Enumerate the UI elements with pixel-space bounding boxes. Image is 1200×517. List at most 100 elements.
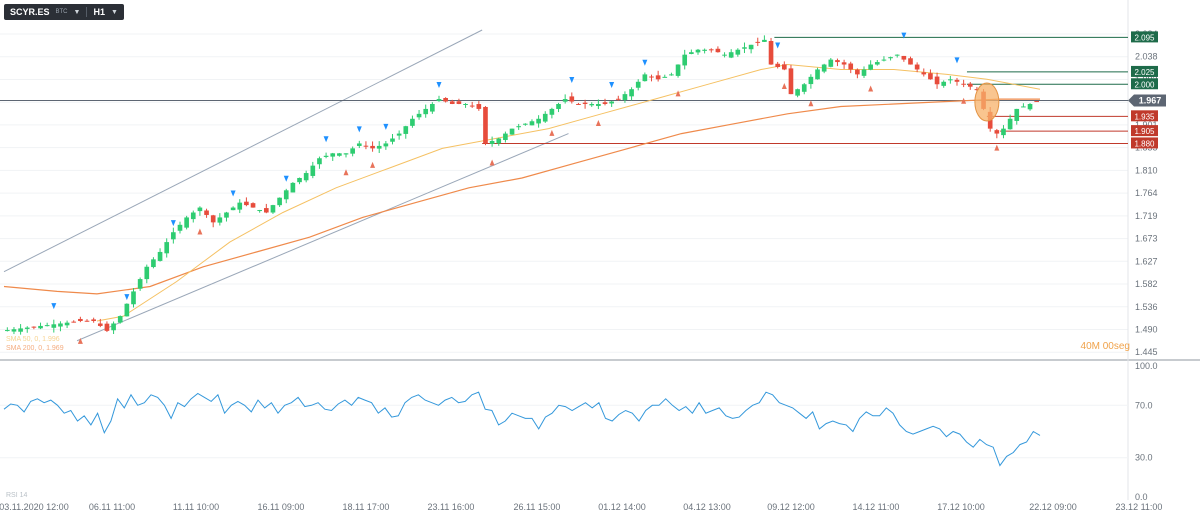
candle-body xyxy=(97,323,103,326)
sell-signal-icon xyxy=(781,82,787,89)
candle-body xyxy=(190,212,196,220)
countdown-minutes: 40M xyxy=(1080,341,1100,352)
buy-signal-icon xyxy=(609,81,615,88)
candle-body xyxy=(602,102,608,104)
support-tag xyxy=(1131,110,1158,122)
horizontal-levels xyxy=(0,36,1128,144)
candle-body xyxy=(104,323,110,331)
candle-body xyxy=(489,140,495,144)
candle-body xyxy=(874,62,880,65)
sell-signal-icon xyxy=(370,161,376,168)
symbol-toolbar[interactable]: SCYR.ES BTC ▼ H1 ▼ xyxy=(4,4,124,20)
candle-body xyxy=(217,217,223,223)
candle-body xyxy=(303,173,309,181)
time-tick-label: 16.11 09:00 xyxy=(258,502,305,512)
candle-body xyxy=(323,155,329,157)
time-tick-label: 17.12 10:00 xyxy=(937,502,985,512)
candle-body xyxy=(695,49,701,53)
candle-body xyxy=(370,145,375,149)
time-tick-label: 26.11 15:00 xyxy=(514,502,561,512)
candle-body xyxy=(642,74,648,82)
support-label: 1.905 xyxy=(1134,127,1155,136)
candle-body xyxy=(894,54,900,56)
candle-body xyxy=(91,319,96,322)
trend-channel-upper xyxy=(3,29,483,273)
candle-body xyxy=(722,54,727,56)
candle-body xyxy=(416,113,422,118)
candle-body xyxy=(44,325,50,327)
candle-body xyxy=(629,89,634,97)
level-labels: 2.095 2.025 2.000 1.935 1.905 1.880 1.967 xyxy=(1128,31,1166,149)
candle-body xyxy=(396,133,402,136)
sell-signal-icon xyxy=(675,90,681,97)
candle-body xyxy=(476,104,482,109)
candle-body xyxy=(430,103,435,112)
rsi-legend: RSI 14 xyxy=(6,492,28,499)
candle-body xyxy=(841,62,847,65)
candle-body xyxy=(861,69,867,76)
candle-body xyxy=(655,75,661,80)
timeframe-label[interactable]: H1 xyxy=(93,7,105,17)
candle-body xyxy=(529,121,535,126)
candle-body xyxy=(410,118,415,126)
resistance-tag xyxy=(1131,65,1158,77)
candle-body xyxy=(483,106,488,144)
time-tick-label: 04.12 13:00 xyxy=(683,502,731,512)
price-tick-label: 2.038 xyxy=(1135,52,1158,62)
price-axis: 2.0842.0381.9921.9471.9011.8551.8101.764… xyxy=(1135,29,1158,357)
candle-body xyxy=(516,126,522,128)
buy-signal-icon xyxy=(283,175,289,182)
candle-body xyxy=(84,320,90,322)
candle-body xyxy=(237,202,243,210)
candle-body xyxy=(456,101,462,104)
time-tick-label: 06.11 11:00 xyxy=(89,502,135,512)
candle-body xyxy=(901,55,907,60)
candle-body xyxy=(144,266,150,280)
candle-body xyxy=(197,207,203,212)
buy-signal-icon xyxy=(775,42,781,49)
candle-body xyxy=(224,212,229,218)
candle-body xyxy=(815,69,820,80)
candle-body xyxy=(795,89,800,96)
candle-body xyxy=(151,259,156,268)
candle-body xyxy=(662,76,668,78)
candle-body xyxy=(204,210,209,215)
sell-signal-icon xyxy=(489,159,495,166)
candle-body xyxy=(888,57,893,59)
symbol-label[interactable]: SCYR.ES xyxy=(10,7,50,17)
candle-body xyxy=(921,72,927,75)
candle-body xyxy=(317,158,322,165)
candle-body xyxy=(171,232,176,240)
support-tag xyxy=(1131,125,1158,137)
candle-body xyxy=(157,251,163,261)
candle-body xyxy=(941,81,947,86)
time-tick-label: 14.12 11:00 xyxy=(853,502,900,512)
candle-body xyxy=(828,59,834,67)
candle-body xyxy=(503,133,508,140)
sell-signal-icon xyxy=(994,144,1000,151)
time-tick-label: 09.12 12:00 xyxy=(767,502,815,512)
candle-body xyxy=(967,83,973,87)
candle-body xyxy=(808,76,814,85)
trend-channel xyxy=(3,29,569,342)
candle-body xyxy=(1021,106,1026,108)
candle-body xyxy=(615,98,621,100)
candle-body xyxy=(775,63,781,67)
candle-body xyxy=(542,113,548,122)
rsi-tick-label: 70.0 xyxy=(1135,400,1153,410)
candle-body xyxy=(821,64,827,72)
price-tick-label: 1.719 xyxy=(1135,211,1158,221)
rsi-tick-label: 100.0 xyxy=(1135,361,1158,371)
candle-body xyxy=(728,52,734,58)
candle-body xyxy=(715,48,721,53)
time-tick-label: 18.11 17:00 xyxy=(343,502,390,512)
chevron-down-icon[interactable]: ▼ xyxy=(73,8,81,16)
candle-body xyxy=(131,291,136,305)
candle-body xyxy=(954,79,960,82)
main-grid xyxy=(0,0,1200,500)
candle-body xyxy=(423,108,429,115)
price-tick-label: 1.582 xyxy=(1135,279,1158,289)
chevron-down-icon[interactable]: ▼ xyxy=(110,8,118,16)
sell-signal-icon xyxy=(343,169,349,176)
